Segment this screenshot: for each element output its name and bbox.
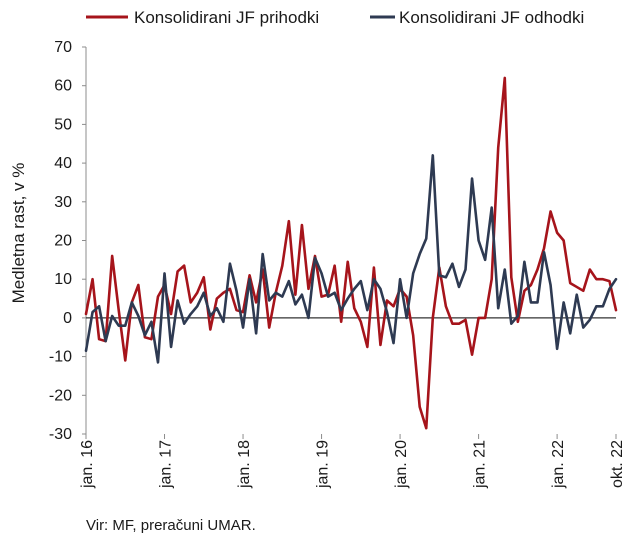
x-tick-label: jan. 18 — [236, 440, 253, 489]
x-tick-label: jan. 22 — [550, 440, 567, 489]
x-tick-label: jan. 16 — [79, 440, 96, 489]
series-lines — [84, 76, 618, 430]
y-tick-label: -10 — [49, 349, 72, 366]
x-axis-ticks: jan. 16 jan. 17 jan. 18 jan. 19 jan. 20 jan. … — [79, 434, 626, 489]
x-tick-label: jan. 19 — [315, 440, 332, 489]
y-tick-label: 10 — [54, 271, 72, 288]
legend: Konsolidirani JF prihodki Konsolidirani J… — [86, 8, 584, 27]
y-tick-label: 40 — [54, 155, 72, 172]
y-axis-title: Medletna rast, v % — [9, 163, 28, 304]
y-tick-label: 30 — [54, 194, 72, 211]
series-line — [84, 76, 618, 430]
x-tick-label: jan. 17 — [158, 440, 175, 489]
y-tick-label: 70 — [54, 39, 72, 56]
axes — [85, 47, 616, 434]
y-tick-label: -30 — [49, 426, 72, 443]
y-tick-label: -20 — [49, 387, 72, 404]
y-tick-label: 60 — [54, 78, 72, 95]
source-note: Vir: MF, preračuni UMAR. — [86, 517, 256, 534]
x-tick-label: jan. 21 — [472, 440, 489, 489]
legend-label: Konsolidirani JF prihodki — [134, 8, 319, 27]
y-tick-label: 20 — [54, 233, 72, 250]
x-tick-label: jan. 20 — [393, 440, 410, 489]
legend-label: Konsolidirani JF odhodki — [399, 8, 584, 27]
x-tick-label: okt. 22 — [609, 440, 626, 488]
y-tick-label: 0 — [63, 310, 72, 327]
series-line — [84, 154, 618, 364]
y-axis-ticks: -30 -20 -10 0 10 20 30 40 50 60 70 — [49, 39, 86, 443]
y-tick-label: 50 — [54, 116, 72, 133]
